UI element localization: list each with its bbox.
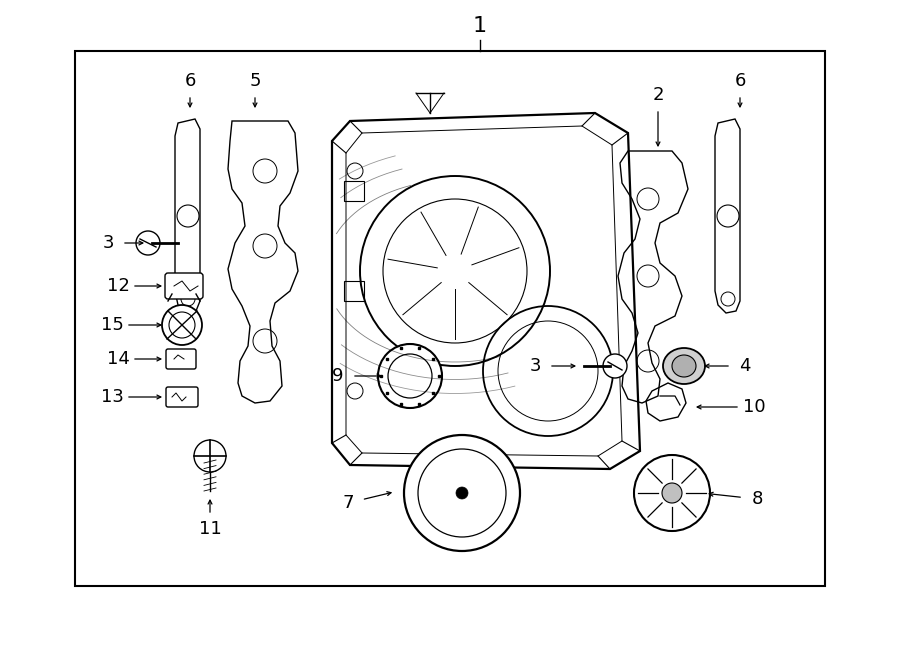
- Circle shape: [456, 487, 468, 499]
- Circle shape: [194, 440, 226, 472]
- FancyBboxPatch shape: [166, 387, 198, 407]
- Text: 5: 5: [249, 72, 261, 90]
- Text: 15: 15: [101, 316, 123, 334]
- Text: 12: 12: [106, 277, 130, 295]
- Text: 14: 14: [106, 350, 130, 368]
- Text: 3: 3: [529, 357, 541, 375]
- Text: 11: 11: [199, 520, 221, 538]
- FancyBboxPatch shape: [165, 273, 203, 299]
- Text: 1: 1: [472, 16, 487, 36]
- Text: 6: 6: [734, 72, 746, 90]
- Circle shape: [634, 455, 710, 531]
- Circle shape: [603, 354, 627, 378]
- Ellipse shape: [672, 355, 696, 377]
- FancyBboxPatch shape: [166, 349, 196, 369]
- Text: 3: 3: [103, 234, 113, 252]
- Text: 4: 4: [739, 357, 751, 375]
- Text: 8: 8: [752, 490, 762, 508]
- Ellipse shape: [663, 348, 705, 384]
- Circle shape: [388, 354, 432, 398]
- Circle shape: [378, 344, 442, 408]
- Text: 2: 2: [652, 86, 664, 104]
- Bar: [344, 181, 364, 201]
- Bar: [75, 51, 825, 586]
- Bar: [344, 281, 364, 301]
- Text: 7: 7: [342, 494, 354, 512]
- Circle shape: [404, 435, 520, 551]
- Circle shape: [136, 231, 160, 255]
- Circle shape: [662, 483, 682, 503]
- Text: 9: 9: [332, 367, 344, 385]
- Text: 6: 6: [184, 72, 195, 90]
- Text: 13: 13: [101, 388, 123, 406]
- Circle shape: [162, 305, 202, 345]
- Text: 10: 10: [742, 398, 765, 416]
